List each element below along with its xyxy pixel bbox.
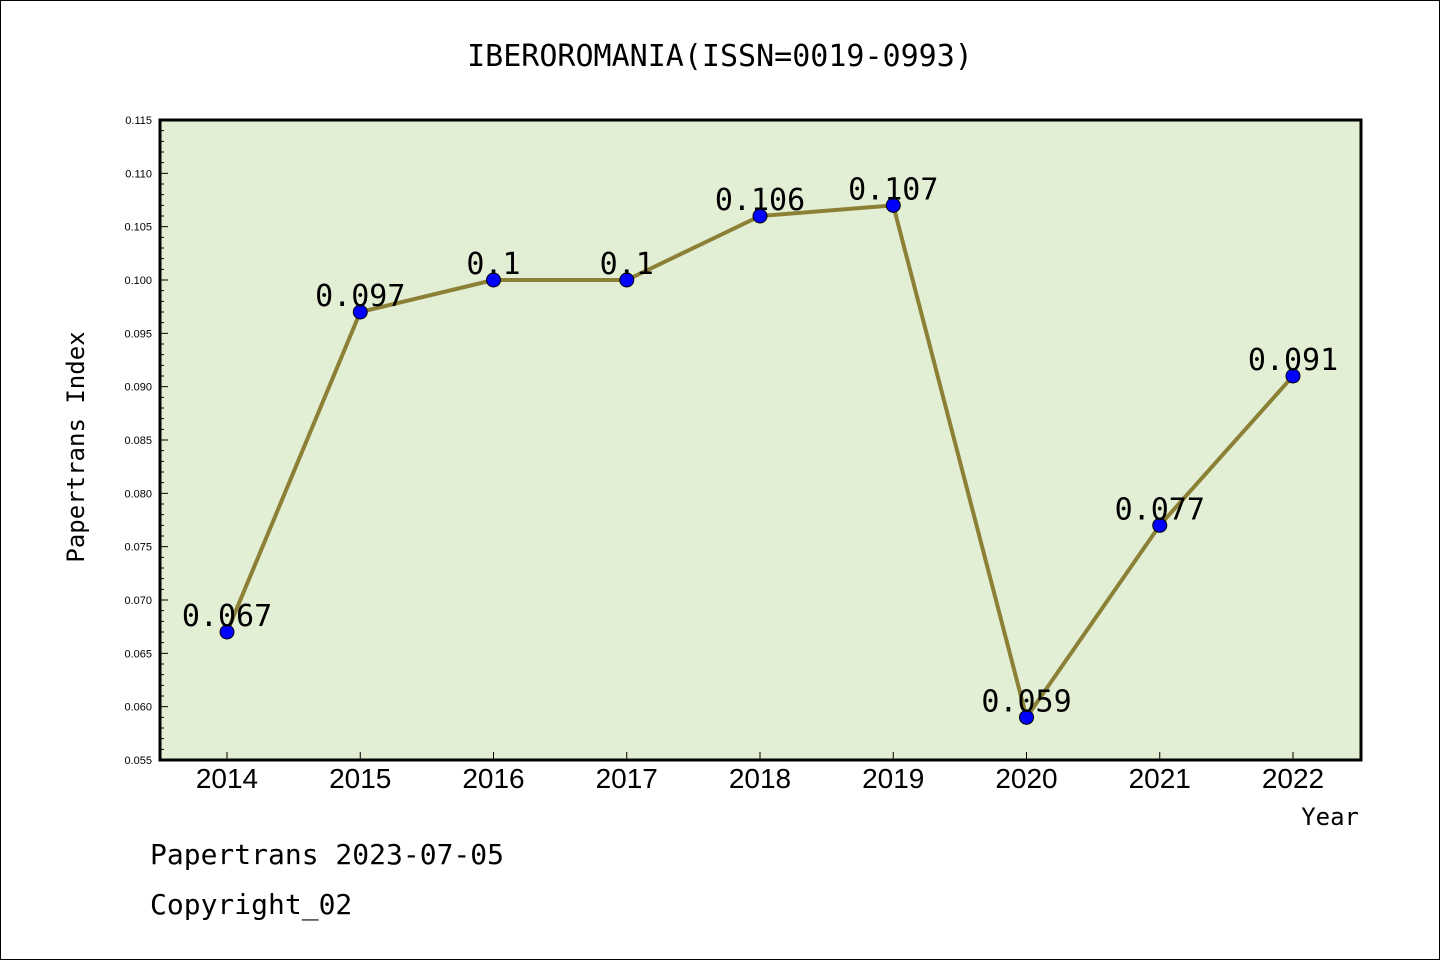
data-point-marker (619, 272, 635, 288)
data-point-marker (219, 624, 235, 640)
y-tick-label: 0.100 (124, 275, 152, 287)
y-tick-label: 0.090 (124, 382, 152, 394)
x-tick-label: 2021 (1129, 763, 1191, 794)
chart-title: IBEROROMANIA(ISSN=0019-0993) (467, 39, 973, 74)
data-label: 0.077 (1115, 492, 1205, 527)
y-tick-label: 0.060 (124, 702, 152, 714)
data-label: 0.097 (315, 279, 405, 314)
y-tick-label: 0.075 (124, 542, 152, 554)
x-tick-label: 2019 (862, 763, 924, 794)
data-markers (219, 197, 1301, 725)
plot-border (158, 118, 1363, 762)
y-tick-label: 0.110 (125, 168, 152, 180)
x-tick-label: 2022 (1262, 763, 1324, 794)
x-tick-label: 2016 (462, 763, 524, 794)
data-label: 0.091 (1248, 343, 1338, 378)
y-tick-label: 0.105 (124, 222, 152, 234)
plot-area (160, 120, 1361, 760)
data-label: 0.067 (182, 599, 272, 634)
y-tick-label: 0.115 (125, 115, 152, 127)
y-tick-label: 0.065 (124, 648, 152, 660)
data-point-marker (352, 304, 368, 320)
x-axis: 2014 2015 2016 2017 2018 2019 2020 2021 2022 (196, 752, 1324, 794)
data-label: 0.1 (466, 247, 520, 282)
y-tick-label: 0.095 (124, 328, 152, 340)
footer-date: Papertrans 2023-07-05 (150, 838, 504, 871)
data-point-marker (1285, 368, 1301, 384)
x-axis-label: Year (1301, 803, 1359, 831)
y-axis-label: Papertrans Index (62, 331, 90, 562)
data-label: 0.059 (981, 684, 1071, 719)
footer-copyright: Copyright_02 (150, 888, 352, 922)
y-tick-label: 0.080 (124, 488, 152, 500)
data-point-marker (752, 208, 768, 224)
data-labels: 0.067 0.097 0.1 0.1 0.106 0.107 0.059 0.077 0.09… (182, 172, 1338, 719)
x-tick-label: 2018 (729, 763, 791, 794)
x-tick-label: 2014 (196, 763, 258, 794)
x-tick-label: 2015 (329, 763, 391, 794)
data-label: 0.106 (715, 183, 805, 218)
data-point-marker (486, 272, 501, 288)
y-tick-label: 0.085 (124, 435, 152, 447)
x-tick-label: 2020 (995, 763, 1057, 794)
y-tick-label: 0.070 (124, 595, 152, 607)
y-tick-label: 0.055 (124, 755, 152, 767)
y-axis: 0.055 0.060 0.065 0.070 0.075 0.080 0.085 0.090… (124, 115, 168, 767)
data-label: 0.1 (600, 247, 654, 282)
data-point-marker (885, 197, 901, 213)
data-point-marker (1152, 517, 1168, 533)
x-tick-label: 2017 (596, 763, 658, 794)
data-label: 0.107 (848, 172, 938, 207)
data-point-marker (1019, 709, 1034, 725)
